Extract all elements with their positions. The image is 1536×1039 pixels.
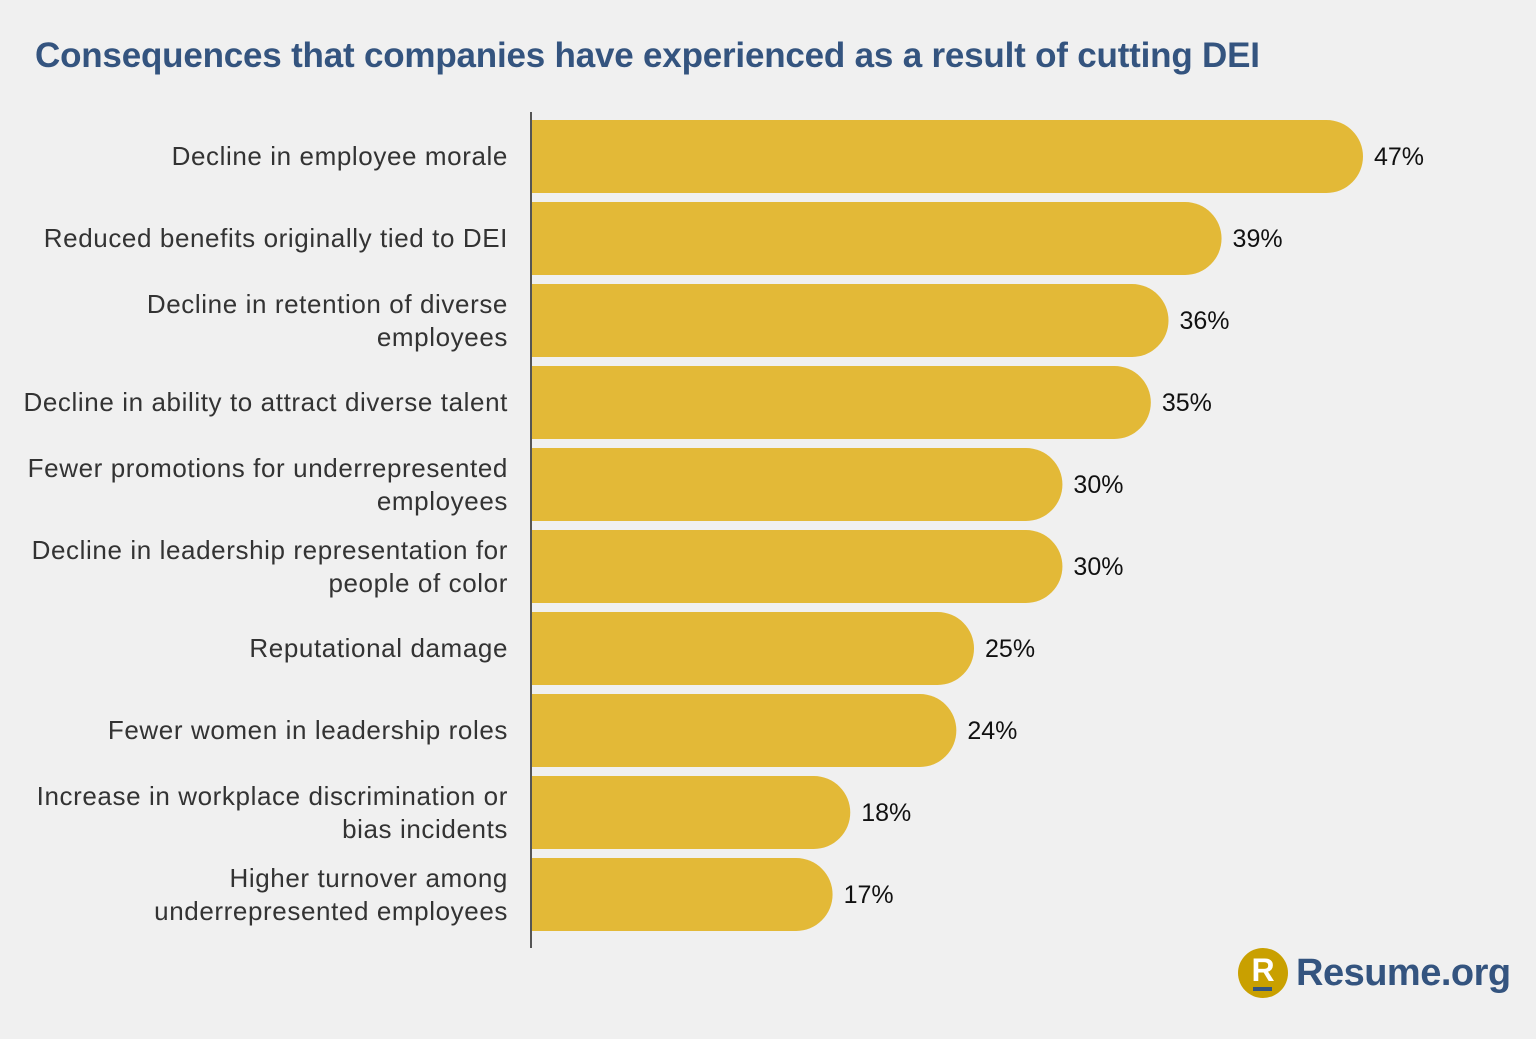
category-label-text: Fewer promotions for underrepresented em…: [27, 452, 508, 516]
category-label: Decline in retention of diverse employee…: [20, 284, 508, 357]
category-label: Decline in ability to attract diverse ta…: [20, 366, 508, 439]
chart-title: Consequences that companies have experie…: [35, 36, 1260, 75]
category-label-text: Decline in retention of diverse employee…: [146, 288, 508, 352]
bar: [532, 120, 1363, 193]
value-label: 30%: [1073, 470, 1124, 499]
logo-mark: R: [1251, 952, 1275, 988]
value-label: 17%: [843, 880, 894, 909]
logo-underline: [1253, 987, 1272, 991]
category-label: Decline in employee morale: [20, 120, 508, 193]
resume-org-logo: R Resume.org: [1238, 948, 1511, 998]
category-label-text: Fewer women in leadership roles: [107, 715, 508, 745]
bar: [532, 776, 851, 849]
bar: [532, 202, 1222, 275]
bar: [532, 858, 833, 931]
category-label: Higher turnover among underrepresented e…: [20, 858, 508, 931]
category-label: Reduced benefits originally tied to DEI: [20, 202, 508, 275]
logo-r-icon: R: [1238, 948, 1288, 998]
category-label-text: Reduced benefits originally tied to DEI: [43, 223, 508, 253]
category-label: Fewer promotions for underrepresented em…: [20, 448, 508, 521]
value-label: 39%: [1232, 224, 1283, 253]
bar: [532, 612, 975, 685]
value-label: 24%: [967, 716, 1018, 745]
value-label: 35%: [1161, 388, 1212, 417]
category-label: Fewer women in leadership roles: [20, 694, 508, 767]
category-label: Decline in leadership representation for…: [20, 530, 508, 603]
bar: [532, 694, 957, 767]
value-label: 18%: [861, 798, 912, 827]
category-label-text: Decline in leadership representation for…: [31, 534, 508, 598]
category-label-text: Decline in employee morale: [171, 141, 508, 171]
bar: [532, 284, 1169, 357]
bar: [532, 448, 1063, 521]
category-label-text: Decline in ability to attract diverse ta…: [23, 387, 508, 417]
value-label: 30%: [1073, 552, 1124, 581]
category-label-text: Higher turnover among underrepresented e…: [154, 862, 508, 926]
bar: [532, 366, 1151, 439]
category-label: Reputational damage: [20, 612, 508, 685]
category-label-text: Reputational damage: [249, 633, 508, 663]
value-label: 36%: [1179, 306, 1230, 335]
value-label: 47%: [1374, 142, 1425, 171]
category-label-text: Increase in workplace discrimination or …: [36, 780, 508, 844]
value-label: 25%: [985, 634, 1036, 663]
logo-text: Resume.org: [1296, 951, 1511, 994]
category-label: Increase in workplace discrimination or …: [20, 776, 508, 849]
bar: [532, 530, 1063, 603]
